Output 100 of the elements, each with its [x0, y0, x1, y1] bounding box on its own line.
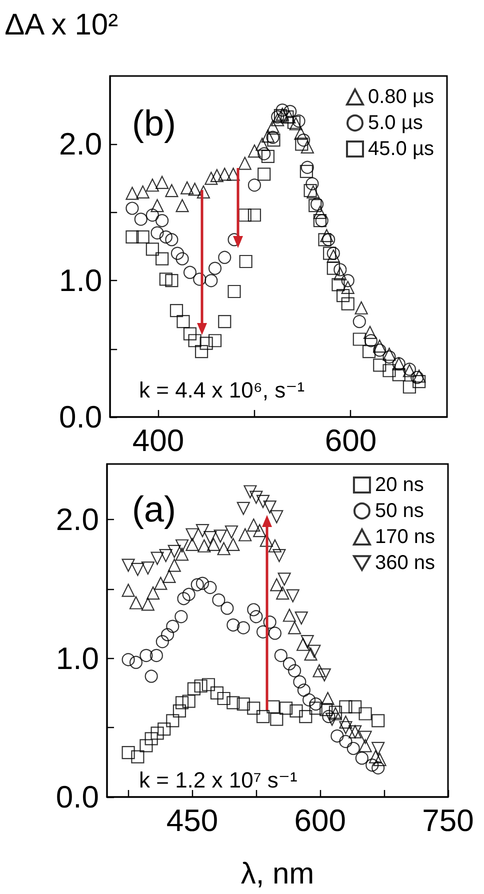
point [279, 702, 293, 715]
point [238, 528, 252, 542]
point [190, 578, 204, 592]
point [210, 169, 224, 182]
point [358, 739, 372, 752]
x-axis-title: λ, nm [240, 858, 314, 890]
point [363, 326, 377, 339]
point [204, 580, 217, 594]
point [154, 576, 168, 590]
point [131, 562, 144, 576]
point [318, 233, 332, 246]
point [166, 620, 180, 633]
point [247, 518, 260, 532]
point [208, 262, 222, 275]
point [134, 212, 148, 226]
point [188, 334, 202, 348]
point [270, 578, 284, 592]
point [326, 246, 340, 260]
point [266, 130, 280, 144]
point [166, 714, 180, 728]
point [150, 726, 164, 740]
point [261, 129, 274, 143]
point [196, 576, 210, 590]
point [320, 229, 334, 242]
point [276, 586, 290, 600]
point [160, 628, 174, 642]
point [261, 150, 274, 164]
point [322, 233, 336, 246]
point [270, 712, 284, 726]
point [296, 638, 310, 651]
x-tick-label: 750 [422, 803, 474, 838]
point [250, 490, 263, 504]
point [268, 539, 282, 552]
point [172, 704, 186, 718]
point [266, 120, 280, 134]
point [196, 524, 210, 538]
point [187, 682, 201, 696]
point [150, 226, 164, 240]
legend-label: 45.0 µs [368, 138, 434, 160]
x-tick-label: 450 [166, 803, 218, 838]
point [326, 712, 339, 726]
point [194, 344, 208, 358]
point [372, 761, 385, 774]
point [271, 113, 284, 126]
point [146, 586, 160, 600]
point [150, 199, 164, 212]
point [226, 696, 240, 710]
point [282, 657, 296, 670]
point [244, 485, 257, 498]
point [150, 648, 163, 662]
point [136, 230, 150, 244]
point [358, 730, 372, 744]
point [318, 668, 331, 682]
point [270, 510, 284, 524]
point [182, 694, 196, 708]
point [313, 206, 326, 219]
point [334, 263, 347, 276]
point [226, 618, 240, 632]
point [299, 710, 312, 724]
point [268, 626, 282, 640]
point [122, 584, 135, 597]
point [312, 664, 326, 678]
point [300, 140, 314, 154]
point [236, 697, 250, 711]
point [320, 703, 333, 716]
point [288, 664, 302, 678]
point [292, 114, 306, 128]
point [290, 704, 303, 718]
point [302, 693, 316, 706]
point [144, 732, 158, 746]
text: (a) [132, 488, 176, 530]
point [174, 610, 188, 624]
y-tick-label: 2.0 [58, 126, 102, 162]
point [140, 648, 153, 662]
legend-label: 0.80 µs [368, 86, 434, 108]
point [326, 262, 340, 275]
point [208, 334, 222, 348]
point [129, 596, 143, 610]
point [286, 589, 300, 602]
point [156, 635, 169, 648]
legend-label: 360 ns [374, 552, 436, 574]
point [354, 301, 368, 314]
point [352, 314, 366, 328]
point [288, 621, 302, 634]
point [156, 252, 169, 266]
point [247, 603, 260, 616]
point [362, 344, 376, 358]
point [402, 380, 416, 394]
point [271, 110, 284, 124]
point [224, 525, 238, 539]
point [334, 267, 347, 280]
point [204, 530, 217, 544]
point [373, 344, 386, 357]
point [332, 278, 345, 292]
x-tick-label: 600 [324, 423, 377, 458]
point [165, 233, 178, 246]
point [202, 678, 215, 692]
x-tick-label: 600 [294, 803, 346, 838]
point [198, 539, 211, 552]
point [339, 734, 352, 748]
